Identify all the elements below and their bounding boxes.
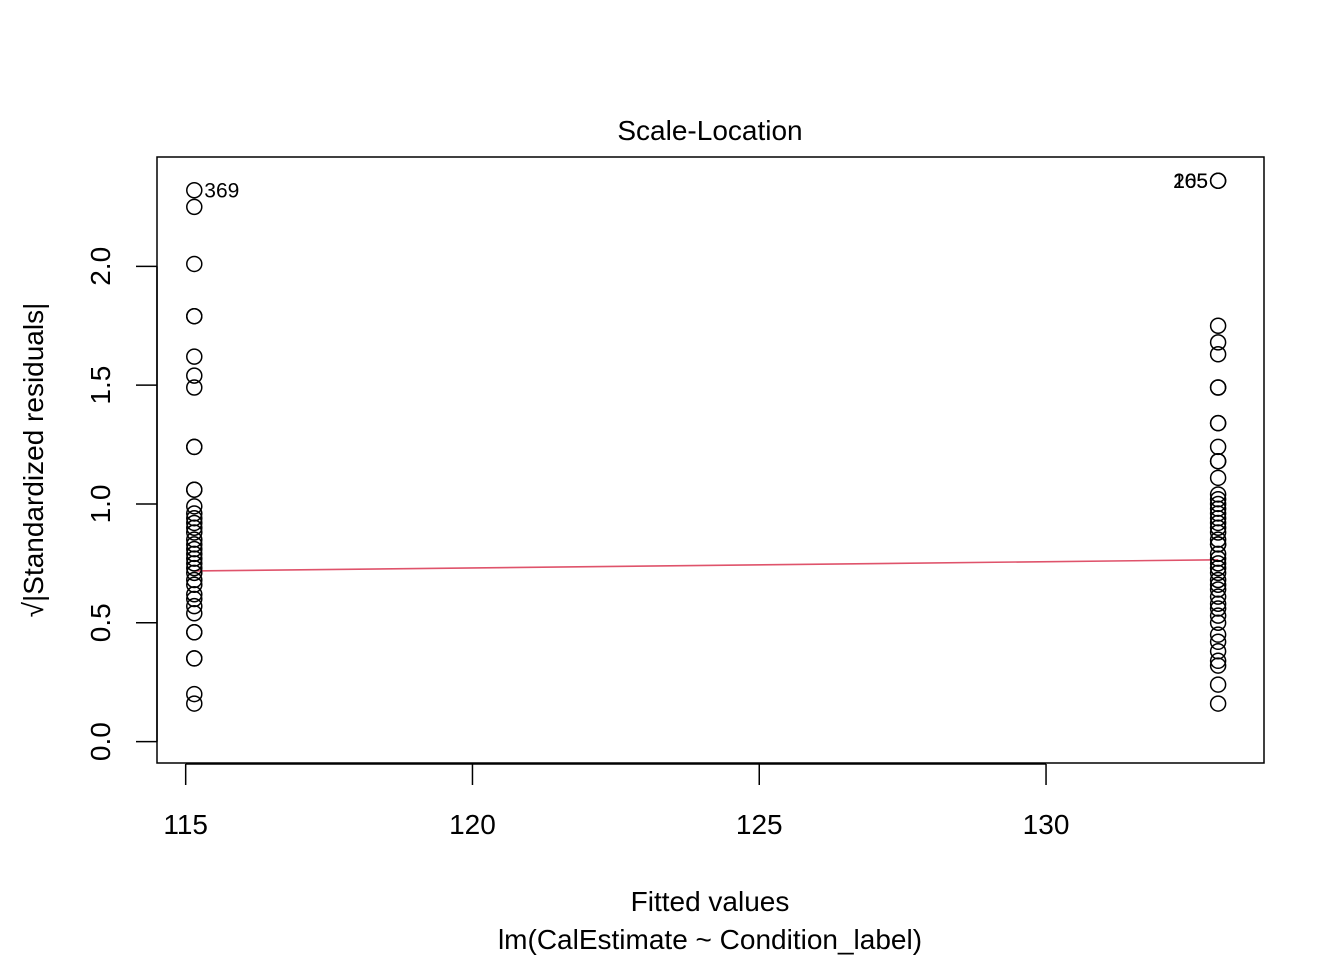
point-label: 205	[1173, 170, 1208, 193]
data-point	[186, 348, 203, 365]
data-point	[1209, 564, 1227, 582]
data-point	[186, 198, 203, 216]
data-point	[186, 650, 203, 667]
x-tick-label: 130	[1023, 809, 1070, 840]
x-axis-sublabel: lm(CalEstimate ~ Condition_label)	[498, 924, 922, 955]
x-axis-label: Fitted values	[631, 886, 790, 917]
data-point	[186, 586, 203, 603]
data-point	[1209, 317, 1227, 334]
data-point	[186, 524, 203, 541]
data-point	[186, 685, 203, 703]
data-point	[186, 307, 203, 325]
data-point	[1209, 633, 1227, 651]
data-point	[1209, 555, 1227, 572]
y-tick-label: 1.5	[85, 366, 116, 405]
data-point	[186, 564, 203, 582]
data-point	[1209, 345, 1227, 363]
y-axis: 0.0 0.5 1.0 1.5 2.0	[85, 247, 158, 761]
data-point	[186, 559, 203, 577]
data-point	[1209, 652, 1227, 670]
data-point	[186, 555, 203, 572]
data-point	[1209, 607, 1227, 624]
x-tick-label: 125	[736, 809, 783, 840]
data-point	[1209, 414, 1227, 432]
point-label: 165	[1173, 170, 1208, 193]
data-point	[186, 379, 203, 396]
data-point	[186, 438, 203, 456]
data-point	[186, 605, 203, 622]
data-point	[1209, 657, 1227, 674]
y-tick-label: 1.0	[85, 484, 116, 523]
y-tick-label: 0.5	[85, 603, 116, 642]
data-point	[186, 597, 203, 615]
data-point	[1209, 614, 1227, 632]
point-label: 369	[204, 179, 239, 202]
data-point	[1209, 524, 1227, 541]
data-point	[1209, 469, 1227, 487]
y-tick-label: 0.0	[85, 722, 116, 761]
data-point	[1209, 576, 1227, 594]
x-axis: 115 120 125 130	[163, 763, 1070, 840]
data-point	[1209, 595, 1227, 613]
data-point	[1209, 438, 1227, 456]
data-point	[1209, 571, 1227, 589]
data-point	[186, 624, 203, 641]
chart-title: Scale-Location	[617, 115, 802, 146]
smoother-line	[194, 559, 1219, 572]
x-tick-label: 120	[449, 809, 496, 840]
data-point	[1209, 379, 1227, 396]
y-axis-label: √|Standardized residuals|	[18, 303, 49, 618]
data-point	[1209, 588, 1227, 605]
data-point	[186, 255, 203, 273]
data-point	[186, 695, 203, 712]
data-point	[1209, 514, 1227, 532]
data-point	[1209, 452, 1227, 470]
data-point	[186, 367, 203, 384]
data-point	[1209, 172, 1227, 190]
y-tick-label: 2.0	[85, 247, 116, 286]
data-point	[186, 481, 203, 498]
plot-frame	[156, 156, 1265, 764]
data-point	[1209, 695, 1227, 712]
data-point	[186, 519, 203, 536]
data-point	[1209, 676, 1227, 693]
data-point	[186, 498, 203, 515]
data-point	[1209, 519, 1227, 536]
points-layer	[186, 172, 1227, 712]
smoother-layer	[194, 559, 1219, 572]
data-point	[186, 182, 203, 199]
data-point	[1209, 626, 1227, 643]
data-point	[186, 514, 203, 532]
data-point	[1209, 559, 1227, 577]
x-tick-label: 115	[163, 809, 208, 840]
data-point	[1209, 334, 1227, 351]
